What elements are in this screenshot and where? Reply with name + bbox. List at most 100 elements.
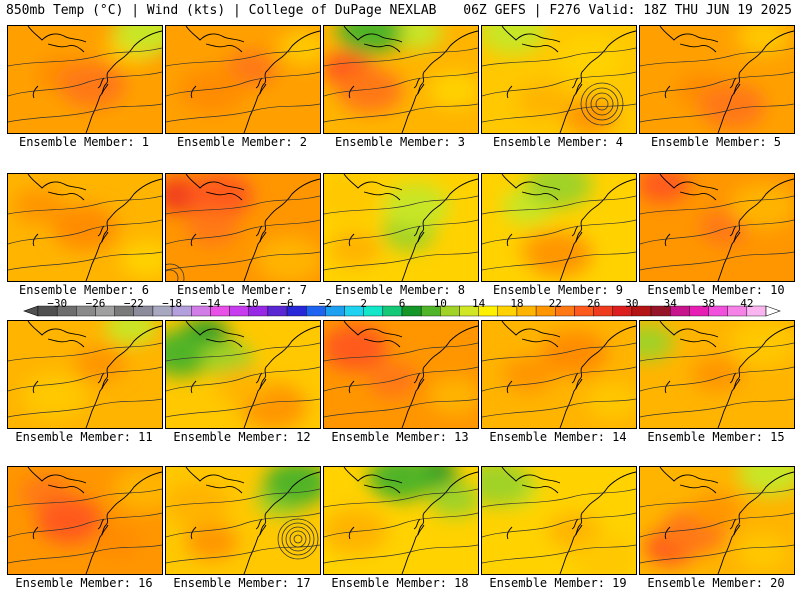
- ensemble-member-label: Ensemble Member: 12: [173, 430, 311, 444]
- temp-anomaly-region: [526, 231, 592, 278]
- ensemble-member-label: Ensemble Member: 2: [176, 135, 308, 149]
- ensemble-map-panel: [165, 466, 321, 575]
- low-pressure-ring: [293, 534, 303, 544]
- temperature-field: [482, 26, 636, 133]
- low-pressure-ring: [585, 87, 619, 121]
- ensemble-member-label: Ensemble Member: 5: [650, 135, 782, 149]
- temperature-field: [8, 174, 162, 281]
- colorbar-tick-label: −2: [318, 297, 332, 310]
- colorbar-tick-label: 14: [472, 297, 486, 310]
- ensemble-member-label: Ensemble Member: 9: [492, 283, 624, 297]
- colorbar-tick-label: −10: [238, 297, 259, 310]
- height-contours: [166, 47, 320, 123]
- low-pressure-ring: [289, 530, 307, 548]
- ensemble-map-panel: [481, 466, 637, 575]
- ensemble-map-panel: [7, 320, 163, 429]
- height-contours: [324, 342, 478, 418]
- height-contours: [8, 342, 162, 418]
- height-contours: [324, 488, 478, 564]
- temp-anomaly-region: [105, 321, 158, 345]
- ensemble-member-label: Ensemble Member: 14: [489, 430, 627, 444]
- temp-anomaly-region: [166, 481, 230, 528]
- temperature-field: [8, 467, 162, 574]
- temperature-field: [324, 26, 478, 133]
- temp-anomaly-region: [737, 534, 790, 571]
- height-contours: [640, 488, 794, 564]
- temp-anomaly-region: [186, 209, 239, 246]
- temp-anomaly-region: [368, 467, 434, 501]
- height-contours: [8, 195, 162, 271]
- ensemble-map-panel: [481, 320, 637, 429]
- coastline-boundaries: [27, 26, 162, 133]
- ensemble-map-panel: [639, 25, 795, 134]
- colorbar-tick-label: −30: [47, 297, 68, 310]
- colorbar-tick-label: −6: [280, 297, 294, 310]
- low-pressure-ring: [281, 522, 315, 556]
- temp-anomaly-region: [691, 491, 743, 528]
- temp-anomaly-region: [59, 61, 126, 108]
- temp-anomaly-region: [482, 26, 546, 55]
- temp-anomaly-region: [21, 372, 88, 419]
- temperature-field: [166, 321, 320, 428]
- temperature-field: [166, 467, 320, 574]
- temp-anomaly-region: [89, 523, 142, 560]
- temperature-field: [482, 467, 636, 574]
- ensemble-map-panel: [639, 173, 795, 282]
- temperature-field: [640, 26, 794, 133]
- height-contours: [324, 47, 478, 123]
- ensemble-map-panel: [323, 466, 479, 575]
- height-contours: [166, 342, 320, 418]
- temp-anomaly-region: [367, 361, 420, 398]
- temp-anomaly-region: [217, 367, 269, 404]
- temperature-field: [8, 26, 162, 133]
- temp-anomaly-region: [12, 188, 65, 225]
- temp-anomaly-region: [337, 26, 404, 55]
- temp-anomaly-region: [737, 467, 794, 496]
- ensemble-map-panel: [639, 466, 795, 575]
- temp-anomaly-region: [179, 67, 246, 114]
- temp-anomaly-region: [730, 183, 794, 230]
- ensemble-map-panel: [481, 173, 637, 282]
- low-pressure-ring: [277, 518, 319, 560]
- low-pressure-ring: [166, 269, 179, 281]
- temperature-field: [324, 321, 478, 428]
- colorbar-tick-label: 34: [663, 297, 677, 310]
- temperature-field: [8, 321, 162, 428]
- ensemble-member-label: Ensemble Member: 4: [492, 135, 624, 149]
- height-contours: [482, 488, 636, 564]
- temp-anomaly-region: [428, 72, 478, 109]
- colorbar-tick-label: 26: [586, 297, 601, 310]
- temp-anomaly-region: [324, 324, 388, 371]
- ensemble-member-label: Ensemble Member: 15: [647, 430, 785, 444]
- ensemble-map-panel: [7, 173, 163, 282]
- colorbar-tick-label: 22: [548, 297, 562, 310]
- temp-anomaly-region: [186, 523, 239, 560]
- temp-anomaly-region: [640, 324, 674, 361]
- temp-anomaly-region: [120, 241, 162, 278]
- temp-anomaly-region: [691, 356, 743, 393]
- color-scale-bar: [23, 305, 781, 317]
- temp-anomaly-region: [36, 497, 103, 544]
- colorbar-tick-label: −26: [85, 297, 106, 310]
- temp-anomaly-region: [556, 35, 623, 82]
- colorbar-tick-label: 30: [625, 297, 639, 310]
- low-pressure-ring: [580, 82, 624, 126]
- colorbar-tick-label: −14: [200, 297, 221, 310]
- map-title: 850mb Temp (°C) | Wind (kts) | College o…: [6, 3, 437, 18]
- ensemble-member-label: Ensemble Member: 10: [647, 283, 785, 297]
- ensemble-map-panel: [165, 320, 321, 429]
- temp-anomaly-region: [324, 174, 381, 219]
- height-contours: [324, 195, 478, 271]
- temp-anomaly-region: [256, 236, 320, 281]
- ensemble-member-label: Ensemble Member: 16: [15, 576, 153, 590]
- height-contours: [8, 47, 162, 123]
- ensemble-member-label: Ensemble Member: 18: [331, 576, 469, 590]
- ensemble-member-label: Ensemble Member: 8: [334, 283, 466, 297]
- low-pressure-ring: [166, 263, 185, 281]
- temp-anomaly-region: [737, 26, 790, 55]
- temp-anomaly-region: [52, 204, 118, 251]
- colorbar-right-arrow: [765, 305, 781, 317]
- ensemble-map-panel: [323, 173, 479, 282]
- ensemble-member-label: Ensemble Member: 7: [176, 283, 308, 297]
- height-contours: [640, 195, 794, 271]
